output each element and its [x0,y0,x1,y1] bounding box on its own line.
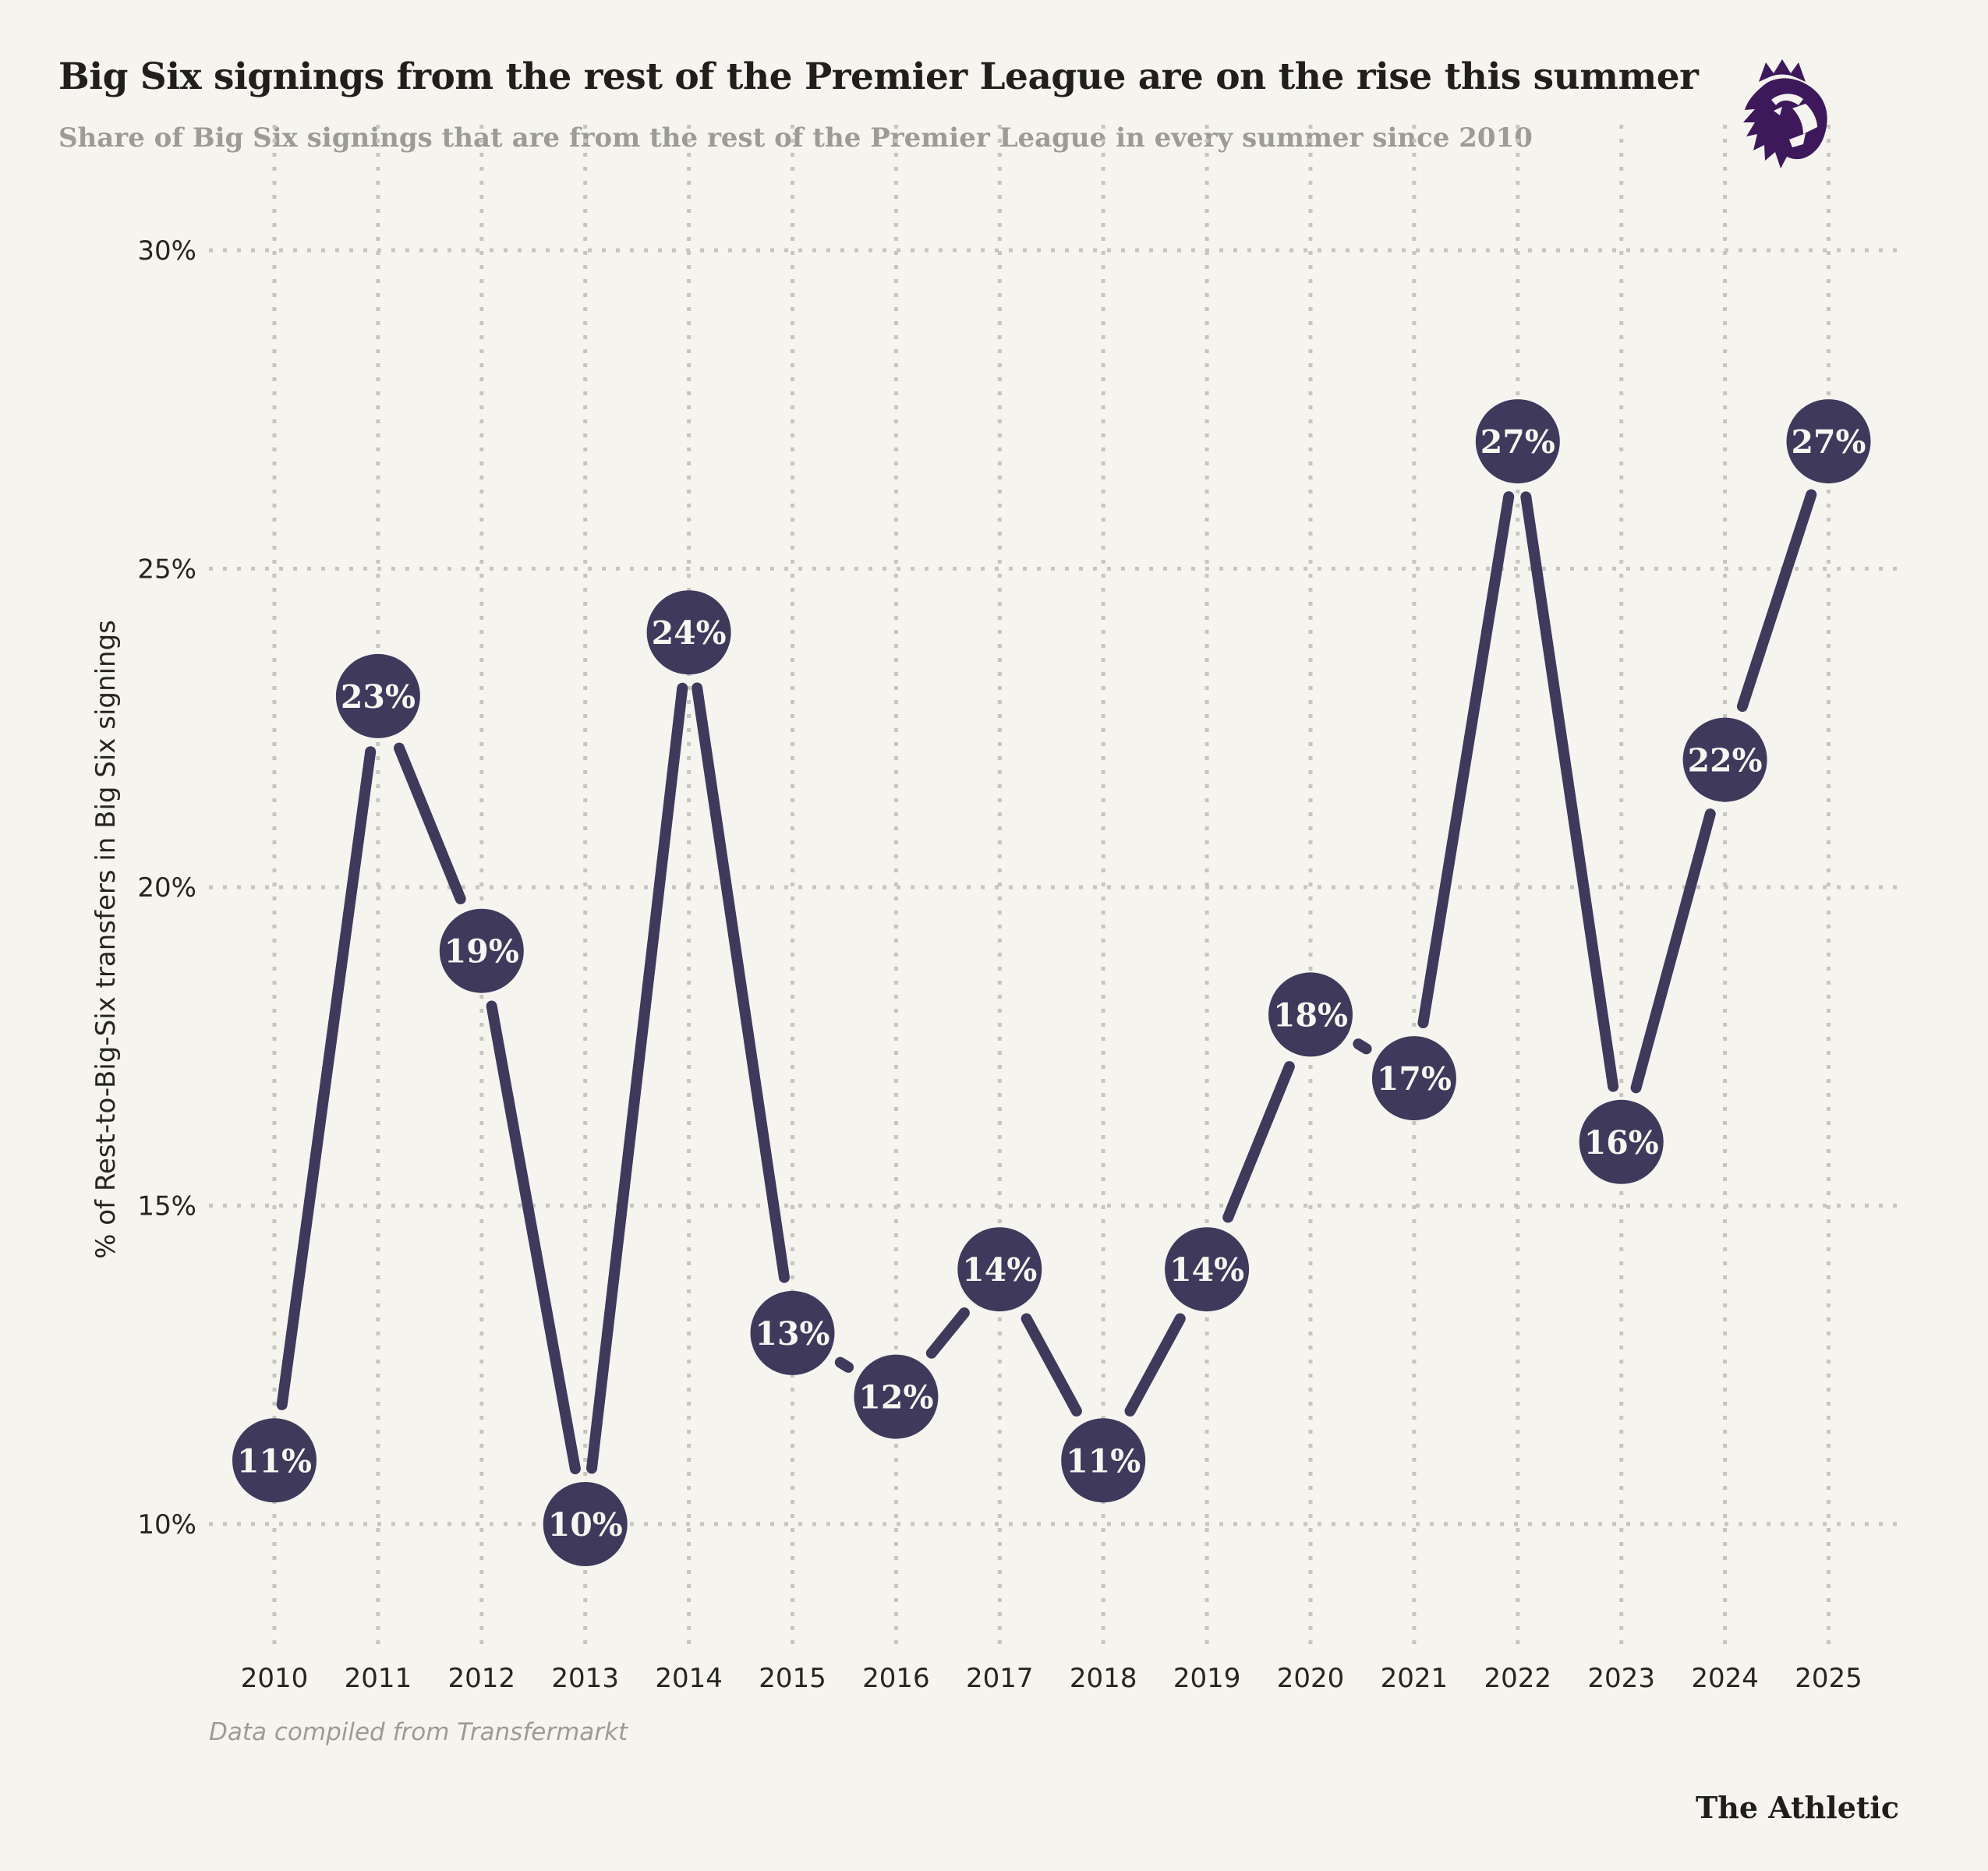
the-athletic-wordmark: The Athletic [1696,1790,1899,1825]
data-series: 11% 23% 19% 10% 24% 13% 12% 14% 11% 14% 18% 17% 27% 1… [232,399,1871,1566]
line-segment-2014-2015 [692,682,790,1283]
data-point-2019 [1165,1227,1250,1312]
y-tick-label-30: 30% [137,235,196,267]
page-subtitle: Share of Big Six signings that are from … [58,122,1533,154]
line-segment-2012-2013 [486,1000,581,1475]
data-point-2010 [232,1418,317,1503]
x-tick-label-2015: 2015 [759,1663,826,1694]
data-point-2013 [543,1482,628,1566]
data-point-label-2020: 18% [1273,996,1348,1034]
x-tick-label-2010: 2010 [241,1663,309,1694]
data-point-label-2011: 23% [341,678,416,716]
line-segment-2020-2021 [1353,1038,1372,1055]
line-segment-2023-2024 [1630,808,1716,1094]
line-segment-2022-2023 [1520,491,1619,1092]
source-note: Data compiled from Transfermarkt [209,1718,629,1746]
data-point-2022 [1475,399,1560,484]
data-point-label-2019: 14% [1169,1251,1244,1289]
page-title: Big Six signings from the rest of the Pr… [58,55,1700,98]
line-segment-2016-2017 [925,1307,970,1359]
x-axis-ticks: 2010 2011 2012 2013 2014 2015 2016 2017 2018 2019… [241,1663,1862,1694]
x-tick-label-2020: 2020 [1277,1663,1345,1694]
x-tick-label-2017: 2017 [966,1663,1034,1694]
x-tick-label-2019: 2019 [1173,1663,1241,1694]
data-point-label-2010: 11% [237,1442,312,1480]
data-point-2025 [1786,399,1871,484]
data-point-label-2017: 14% [962,1251,1037,1289]
data-point-2020 [1268,972,1353,1057]
data-point-label-2022: 27% [1480,423,1555,461]
line-segment-2017-2018 [1021,1313,1082,1417]
data-point-2014 [646,590,731,675]
data-point-2021 [1371,1036,1456,1121]
data-point-label-2015: 13% [755,1315,830,1353]
x-tick-label-2025: 2025 [1795,1663,1862,1694]
x-tick-label-2016: 2016 [862,1663,930,1694]
data-point-2024 [1682,717,1767,802]
data-point-2015 [750,1290,835,1375]
x-tick-label-2022: 2022 [1484,1663,1552,1694]
data-point-2011 [335,653,420,738]
data-point-label-2024: 22% [1688,742,1763,780]
y-axis-title: % of Rest-to-Big-Six transfers in Big Si… [90,620,122,1259]
data-point-2018 [1061,1418,1146,1503]
data-point-label-2018: 11% [1066,1442,1141,1480]
line-segment-2019-2020 [1222,1061,1295,1223]
data-point-label-2016: 12% [858,1379,933,1417]
y-axis-ticks: 10% 15% 20% 25% 30% [137,235,196,1540]
data-point-label-2013: 10% [548,1506,623,1544]
line-segment-2024-2025 [1736,489,1817,713]
line-segment-2010-2011 [276,746,377,1410]
data-point-label-2021: 17% [1377,1060,1452,1098]
y-tick-label-10: 10% [137,1509,196,1540]
x-tick-label-2012: 2012 [448,1663,516,1694]
line-segment-2011-2012 [394,742,466,905]
data-point-2016 [854,1354,939,1439]
x-tick-label-2024: 2024 [1691,1663,1759,1694]
y-tick-label-25: 25% [137,554,196,585]
x-tick-label-2013: 2013 [551,1663,619,1694]
data-point-label-2012: 19% [444,933,519,971]
y-tick-label-20: 20% [137,872,196,904]
chart-grid [209,125,1899,1651]
data-point-label-2025: 27% [1791,423,1866,461]
x-tick-label-2011: 2011 [345,1663,412,1694]
line-segment-2021-2022 [1417,491,1515,1029]
data-point-label-2023: 16% [1584,1124,1659,1162]
data-point-2012 [439,908,524,993]
data-point-label-2014: 24% [652,614,727,652]
premier-league-logo-icon [1743,59,1827,168]
data-point-2023 [1579,1099,1664,1184]
line-segment-2015-2016 [834,1356,854,1373]
line-segment-2018-2019 [1124,1313,1186,1417]
x-tick-label-2014: 2014 [655,1663,723,1694]
x-tick-label-2021: 2021 [1381,1663,1449,1694]
y-tick-label-15: 15% [137,1191,196,1222]
data-point-2017 [957,1227,1042,1312]
line-segment-2013-2014 [586,682,688,1474]
x-tick-label-2023: 2023 [1587,1663,1655,1694]
x-tick-label-2018: 2018 [1070,1663,1137,1694]
